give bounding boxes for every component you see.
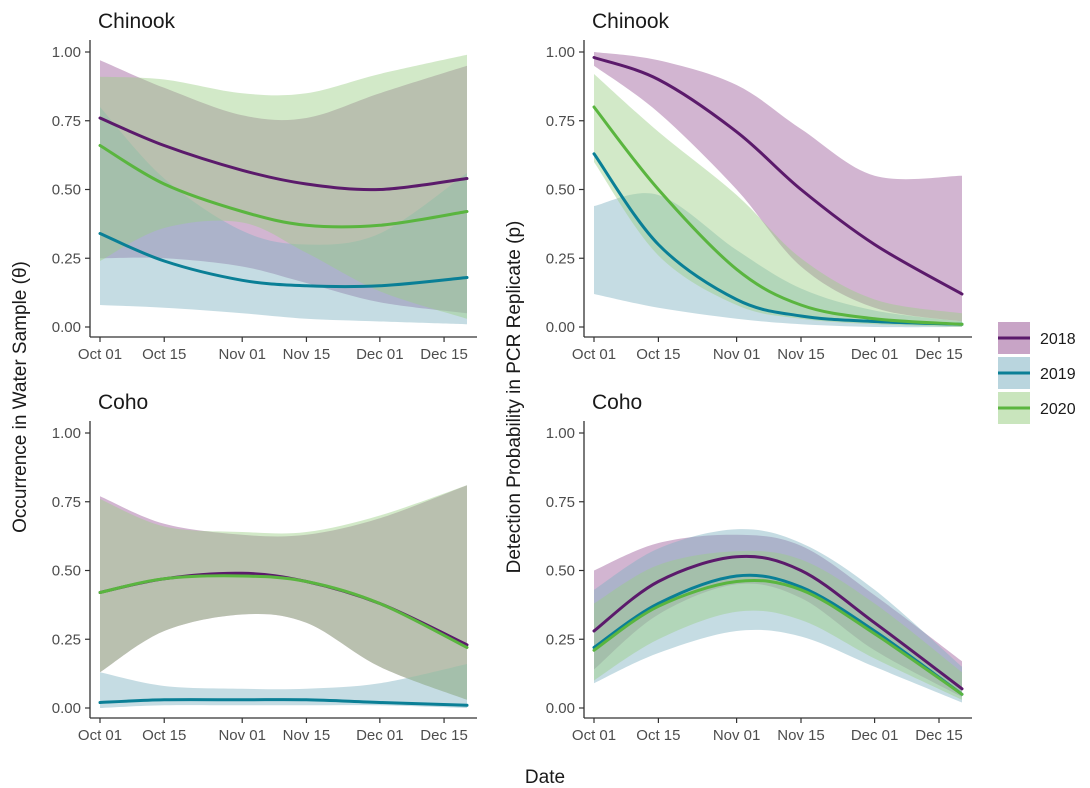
x-tick-label: Nov 15 (283, 727, 331, 744)
series-line-2019 (592, 573, 964, 696)
panel-title-chinook-detection: Chinook (592, 10, 670, 33)
series-line-2019 (98, 698, 469, 707)
x-tick-label: Oct 01 (572, 346, 616, 363)
y-tick-label: 0.25 (52, 250, 81, 267)
y-axis-title-right: Detection Probability in PCR Replicate (… (504, 221, 525, 574)
panel-title-chinook-occurrence: Chinook (98, 10, 176, 33)
ci-band-2018 (100, 60, 467, 314)
y-tick-label: 1.00 (52, 425, 81, 442)
x-tick-label: Oct 15 (636, 727, 680, 744)
x-tick-label: Nov 01 (218, 346, 266, 363)
series-line-2019 (98, 232, 469, 289)
y-tick-label: 1.00 (546, 425, 575, 442)
series-line-2020 (98, 574, 469, 649)
x-tick-label: Oct 01 (78, 727, 122, 744)
series-line-2020 (592, 105, 964, 326)
panel-chinook-occurrence: Chinook 0.00 0.25 0.50 0.75 1.00 Oct 01 Oct 15 N… (52, 10, 477, 363)
y-tick-label: 0.75 (546, 113, 575, 130)
series-line-2018 (592, 554, 964, 691)
x-tick-label: Dec 01 (356, 346, 404, 363)
ci-band-2018 (100, 485, 467, 700)
x-tick-label: Dec 15 (915, 727, 963, 744)
y-tick-label: 0.25 (546, 631, 575, 648)
y-tick-label: 0.00 (52, 319, 81, 336)
x-tick-label: Oct 01 (572, 727, 616, 744)
y-tick-label: 0.75 (546, 494, 575, 511)
y-tick-label: 0.50 (546, 182, 575, 199)
legend-label-2018: 2018 (1040, 331, 1076, 348)
y-tick-label: 0.50 (546, 563, 575, 580)
legend-item-2020: 2020 (998, 392, 1076, 424)
legend-label-2019: 2019 (1040, 366, 1076, 383)
x-tick-label: Nov 15 (283, 346, 331, 363)
y-tick-label: 0.50 (52, 182, 81, 199)
x-tick-label: Nov 01 (713, 346, 761, 363)
x-tick-label: Dec 15 (420, 346, 468, 363)
y-tick-label: 0.00 (546, 319, 575, 336)
x-tick-label: Dec 01 (851, 346, 899, 363)
y-tick-label: 0.75 (52, 113, 81, 130)
y-tick-label: 0.25 (546, 250, 575, 267)
x-tick-label: Dec 01 (851, 727, 899, 744)
x-tick-label: Dec 15 (420, 727, 468, 744)
series-line-2019 (592, 152, 964, 326)
series-line-2018 (592, 56, 964, 296)
ci-band-2020 (594, 74, 962, 327)
x-tick-label: Nov 15 (777, 346, 825, 363)
legend: 2018 2019 2020 (998, 322, 1076, 424)
legend-item-2018: 2018 (998, 322, 1076, 354)
y-tick-label: 1.00 (52, 44, 81, 61)
y-tick-label: 0.50 (52, 563, 81, 580)
x-axis-title: Date (525, 767, 565, 788)
x-tick-label: Nov 15 (777, 727, 825, 744)
ci-band-2019 (100, 664, 467, 708)
ci-band-2019 (594, 193, 962, 328)
ci-band-2020 (100, 54, 467, 319)
legend-label-2020: 2020 (1040, 401, 1076, 418)
y-tick-label: 0.25 (52, 631, 81, 648)
y-tick-label: 1.00 (546, 44, 575, 61)
x-tick-label: Oct 01 (78, 346, 122, 363)
x-tick-label: Nov 01 (218, 727, 266, 744)
y-tick-label: 0.75 (52, 494, 81, 511)
ci-band-2018 (594, 534, 962, 697)
x-tick-label: Dec 15 (915, 346, 963, 363)
ci-band-2018 (594, 52, 962, 322)
x-tick-label: Oct 15 (142, 727, 186, 744)
ci-band-2019 (594, 529, 962, 703)
x-tick-label: Nov 01 (713, 727, 761, 744)
series-line-2020 (592, 578, 964, 696)
ci-band-2020 (594, 550, 962, 700)
y-tick-label: 0.00 (52, 700, 81, 717)
series-line-2020 (98, 144, 469, 229)
ci-band-2020 (100, 485, 467, 700)
x-tick-label: Oct 15 (142, 346, 186, 363)
panel-title-coho-occurrence: Coho (98, 391, 148, 414)
y-axis-title-left: Occurrence in Water Sample (θ) (10, 261, 31, 533)
legend-item-2019: 2019 (998, 357, 1076, 389)
x-tick-label: Dec 01 (356, 727, 404, 744)
x-tick-label: Oct 15 (636, 346, 680, 363)
panel-chinook-detection: Chinook 0.00 0.25 0.50 0.75 1.00 Oct 01 Oct 15 N… (546, 10, 972, 363)
panel-coho-detection: Coho 0.00 0.25 0.50 0.75 1.00 Oct 01 Oct 15 Nov … (546, 391, 972, 744)
panel-coho-occurrence: Coho 0.00 0.25 0.50 0.75 1.00 Oct 01 Oct 15 Nov … (52, 391, 477, 744)
y-tick-label: 0.00 (546, 700, 575, 717)
series-line-2018 (98, 116, 469, 192)
panel-title-coho-detection: Coho (592, 391, 642, 414)
